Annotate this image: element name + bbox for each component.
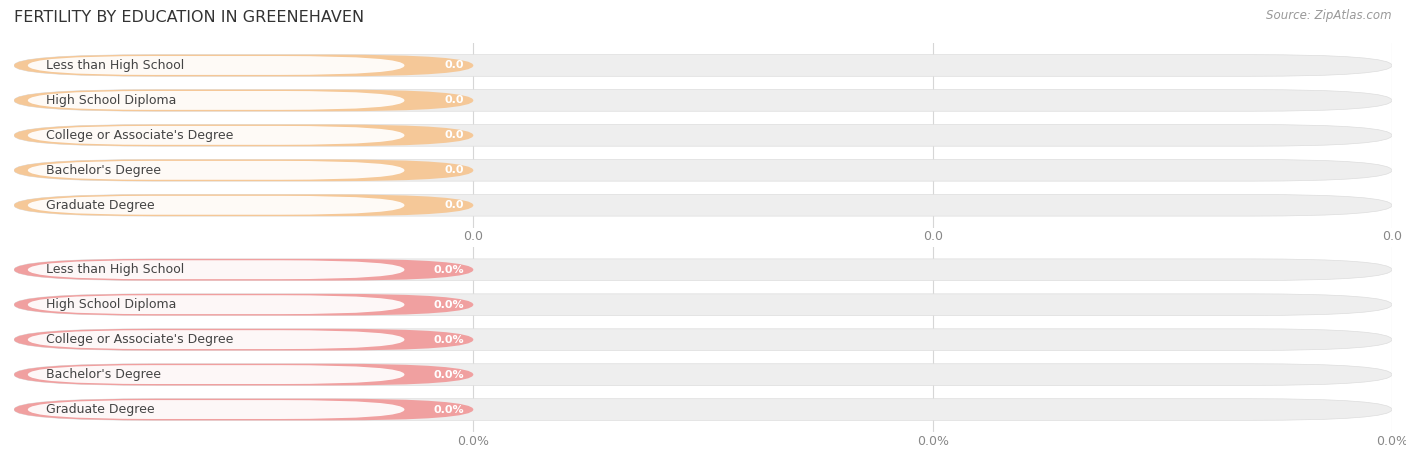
- FancyBboxPatch shape: [14, 294, 474, 315]
- Text: 0.0%: 0.0%: [917, 435, 949, 447]
- Text: 0.0: 0.0: [444, 130, 464, 141]
- FancyBboxPatch shape: [28, 56, 405, 75]
- FancyBboxPatch shape: [14, 124, 474, 146]
- FancyBboxPatch shape: [14, 399, 474, 420]
- FancyBboxPatch shape: [28, 330, 405, 349]
- FancyBboxPatch shape: [14, 294, 1392, 315]
- Text: 0.0%: 0.0%: [433, 405, 464, 415]
- FancyBboxPatch shape: [28, 161, 405, 180]
- Text: High School Diploma: High School Diploma: [46, 94, 177, 107]
- FancyBboxPatch shape: [28, 400, 405, 419]
- FancyBboxPatch shape: [14, 124, 1392, 146]
- Text: 0.0: 0.0: [444, 200, 464, 210]
- Text: 0.0: 0.0: [464, 230, 484, 243]
- Text: 0.0: 0.0: [444, 60, 464, 70]
- Text: Less than High School: Less than High School: [46, 59, 184, 72]
- FancyBboxPatch shape: [14, 329, 474, 351]
- Text: 0.0%: 0.0%: [433, 370, 464, 380]
- FancyBboxPatch shape: [28, 126, 405, 145]
- Text: 0.0%: 0.0%: [457, 435, 489, 447]
- FancyBboxPatch shape: [14, 259, 1392, 281]
- FancyBboxPatch shape: [28, 295, 405, 314]
- Text: FERTILITY BY EDUCATION IN GREENEHAVEN: FERTILITY BY EDUCATION IN GREENEHAVEN: [14, 10, 364, 25]
- Text: 0.0: 0.0: [444, 95, 464, 105]
- FancyBboxPatch shape: [28, 91, 405, 110]
- FancyBboxPatch shape: [28, 260, 405, 279]
- Text: Graduate Degree: Graduate Degree: [46, 199, 155, 212]
- FancyBboxPatch shape: [14, 259, 474, 281]
- Text: 0.0%: 0.0%: [1376, 435, 1406, 447]
- FancyBboxPatch shape: [14, 160, 474, 181]
- Text: 0.0: 0.0: [1382, 230, 1402, 243]
- Text: Source: ZipAtlas.com: Source: ZipAtlas.com: [1267, 10, 1392, 22]
- Text: College or Associate's Degree: College or Associate's Degree: [46, 129, 233, 142]
- Text: 0.0: 0.0: [444, 165, 464, 175]
- Text: 0.0: 0.0: [922, 230, 942, 243]
- Text: Bachelor's Degree: Bachelor's Degree: [46, 164, 162, 177]
- FancyBboxPatch shape: [14, 55, 1392, 76]
- Text: Graduate Degree: Graduate Degree: [46, 403, 155, 416]
- Text: 0.0%: 0.0%: [433, 300, 464, 310]
- Text: 0.0%: 0.0%: [433, 265, 464, 275]
- FancyBboxPatch shape: [14, 329, 1392, 351]
- Text: Bachelor's Degree: Bachelor's Degree: [46, 368, 162, 381]
- FancyBboxPatch shape: [14, 160, 1392, 181]
- FancyBboxPatch shape: [14, 194, 1392, 216]
- Text: 0.0%: 0.0%: [433, 334, 464, 345]
- FancyBboxPatch shape: [28, 365, 405, 384]
- FancyBboxPatch shape: [14, 364, 1392, 385]
- Text: College or Associate's Degree: College or Associate's Degree: [46, 333, 233, 346]
- FancyBboxPatch shape: [14, 55, 474, 76]
- FancyBboxPatch shape: [14, 399, 1392, 420]
- FancyBboxPatch shape: [14, 194, 474, 216]
- FancyBboxPatch shape: [14, 90, 1392, 111]
- Text: High School Diploma: High School Diploma: [46, 298, 177, 311]
- FancyBboxPatch shape: [14, 90, 474, 111]
- FancyBboxPatch shape: [28, 196, 405, 215]
- FancyBboxPatch shape: [14, 364, 474, 385]
- Text: Less than High School: Less than High School: [46, 263, 184, 276]
